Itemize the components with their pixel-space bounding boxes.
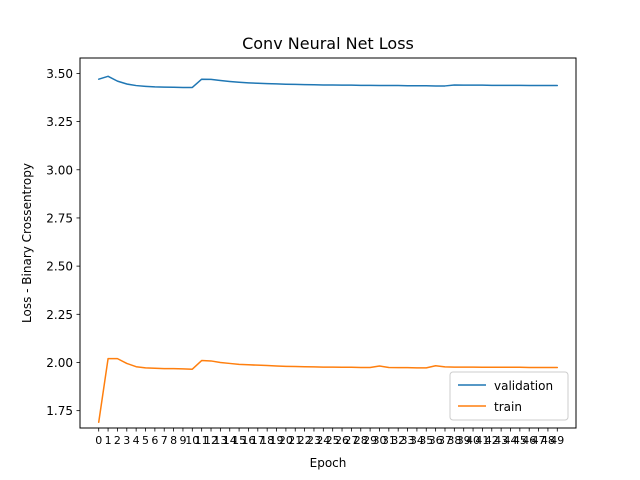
- plot-area: [79, 57, 577, 429]
- x-tick-label: 17: [251, 434, 265, 447]
- legend-label-validation: validation: [494, 379, 553, 393]
- x-tick-label: 31: [382, 434, 396, 447]
- x-tick-label: 39: [457, 434, 471, 447]
- x-tick-label: 2: [114, 434, 121, 447]
- x-tick-label: 26: [335, 434, 349, 447]
- series-line-train: [97, 357, 559, 423]
- x-tick-label: 42: [485, 434, 499, 447]
- x-tick-label: 43: [494, 434, 508, 447]
- x-tick-label: 38: [447, 434, 461, 447]
- x-tick-label: 0: [95, 434, 102, 447]
- x-tick-label: 13: [213, 434, 227, 447]
- x-tick-label: 34: [410, 434, 424, 447]
- y-tick-label: 3.25: [46, 115, 73, 129]
- y-tick-label: 2.00: [46, 356, 73, 370]
- y-tick-label: 2.50: [46, 260, 73, 274]
- x-tick-label: 27: [344, 434, 358, 447]
- x-axis-label: Epoch: [310, 456, 347, 470]
- x-tick-label: 21: [288, 434, 302, 447]
- x-tick-label: 35: [419, 434, 433, 447]
- x-tick-label: 47: [532, 434, 546, 447]
- x-tick-label: 12: [204, 434, 218, 447]
- x-tick-label: 45: [513, 434, 527, 447]
- x-tick-label: 18: [260, 434, 274, 447]
- y-tick-label: 2.75: [46, 211, 73, 225]
- x-tick-label: 25: [326, 434, 340, 447]
- x-tick-label: 37: [438, 434, 452, 447]
- x-tick-label: 5: [142, 434, 149, 447]
- x-tick-label: 48: [541, 434, 555, 447]
- x-tick-label: 49: [550, 434, 564, 447]
- y-tick-label: 2.25: [46, 308, 73, 322]
- x-tick-label: 3: [123, 434, 130, 447]
- x-tick-label: 40: [466, 434, 480, 447]
- series-layer: [97, 75, 559, 423]
- x-tick-label: 36: [429, 434, 443, 447]
- x-tick-label: 20: [279, 434, 293, 447]
- legend: validation train: [449, 371, 569, 421]
- y-axis-label: Loss - Binary Crossentropy: [20, 163, 34, 323]
- x-tick-label: 30: [372, 434, 386, 447]
- x-tick-label: 23: [307, 434, 321, 447]
- x-tick-label: 14: [223, 434, 237, 447]
- x-tick-label: 11: [195, 434, 209, 447]
- x-tick-label: 32: [391, 434, 405, 447]
- x-tick-label: 22: [298, 434, 312, 447]
- axes-frame: [79, 57, 577, 429]
- legend-box: [449, 371, 569, 421]
- y-tick-label: 1.75: [46, 404, 73, 418]
- series-line-validation: [97, 75, 559, 89]
- x-tick-label: 28: [354, 434, 368, 447]
- x-tick-label: 7: [161, 434, 168, 447]
- x-tick-label: 24: [316, 434, 330, 447]
- x-tick-label: 8: [170, 434, 177, 447]
- x-tick-label: 4: [133, 434, 140, 447]
- chart-title: Conv Neural Net Loss: [242, 34, 414, 53]
- x-axis: 0 1 2 3 4 5 6 7 8 9101112131415161718192021222324…: [95, 428, 564, 447]
- x-tick-label: 10: [185, 434, 199, 447]
- x-tick-label: 9: [179, 434, 186, 447]
- x-tick-label: 46: [522, 434, 536, 447]
- x-tick-label: 19: [270, 434, 284, 447]
- x-tick-label: 41: [475, 434, 489, 447]
- y-tick-label: 3.00: [46, 163, 73, 177]
- legend-label-train: train: [494, 400, 522, 414]
- x-tick-label: 44: [503, 434, 517, 447]
- y-tick-label: 3.50: [46, 67, 73, 81]
- x-tick-label: 33: [401, 434, 415, 447]
- x-tick-label: 15: [232, 434, 246, 447]
- x-tick-label: 6: [151, 434, 158, 447]
- y-axis: 1.75 2.00 2.25 2.50 2.75 3.00 3.25 3.50: [46, 67, 80, 418]
- x-tick-label: 1: [105, 434, 112, 447]
- axes-background: [80, 58, 576, 428]
- x-tick-label: 29: [363, 434, 377, 447]
- x-tick-label: 16: [241, 434, 255, 447]
